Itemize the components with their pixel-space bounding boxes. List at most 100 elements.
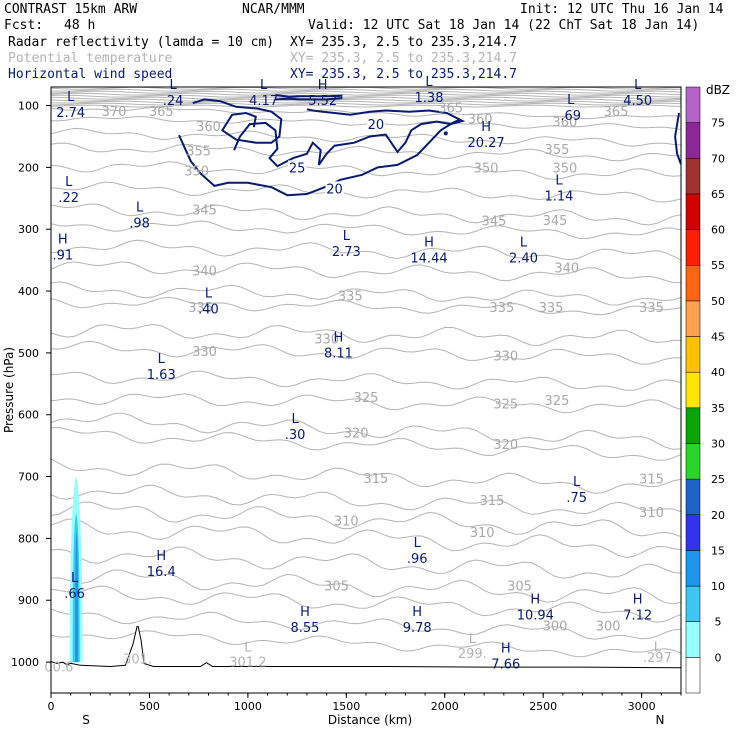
colorbar-label: 20 (711, 509, 725, 522)
theta-label: 345 (543, 214, 568, 229)
extremum-kind: H (633, 593, 643, 608)
colorbar-swatch (685, 657, 701, 694)
x-axis-label: Distance (km) (328, 713, 412, 727)
init-time: Init: 12 UTC Thu 16 Jan 14 (520, 2, 724, 17)
theta-label: 320 (344, 427, 369, 442)
y-tick-label: 1000 (11, 656, 39, 669)
extremum-value: 7.12 (623, 609, 652, 624)
colorbar-label: 5 (715, 616, 722, 629)
x-tick-label: 500 (139, 700, 160, 713)
theta-label: 335 (188, 301, 213, 316)
wind-label-bg (325, 181, 344, 196)
colorbar-swatch (685, 407, 701, 444)
extremum-value: 7.66 (491, 657, 520, 672)
theta-contour (51, 323, 681, 346)
y-tick-label: 200 (18, 161, 39, 174)
extremum-kind: L (555, 173, 563, 188)
theta-contour (51, 220, 681, 240)
field-wind-name: Horizontal wind speed (8, 67, 172, 82)
theta-contour (51, 116, 681, 130)
field-theta-name: Potential temperature (8, 51, 173, 66)
extremum-kind: L (158, 352, 166, 367)
extremum-kind: L (205, 286, 213, 301)
theta-label: 310 (470, 526, 495, 541)
wind-contours (178, 94, 681, 197)
wind-contour-25 (192, 98, 283, 144)
colorbar-swatch (685, 336, 701, 373)
colorbar-swatch (685, 443, 701, 480)
title-left: CONTRAST 15km ARW (4, 2, 137, 17)
theta-label: 330 (314, 333, 339, 348)
theta-contour (51, 426, 681, 461)
theta-label: 330 (192, 345, 217, 360)
extremum-kind: H (58, 233, 68, 248)
theta-label: 340 (554, 262, 579, 277)
theta-label: 310 (334, 514, 359, 529)
extremum-kind: L (520, 236, 528, 251)
colorbar-swatch (685, 122, 701, 159)
y-tick-label: 800 (18, 532, 39, 545)
surface-label: .297 (643, 651, 672, 666)
colorbar-swatch (685, 514, 701, 551)
colorbar-swatch (685, 193, 701, 230)
x-tick-label: 1000 (234, 700, 262, 713)
extremum-value: 2.73 (332, 245, 361, 260)
y-tick-label: 600 (18, 409, 39, 422)
extremum-kind: H (300, 605, 310, 620)
x-tick-label: 2500 (529, 700, 557, 713)
extremum-value: .98 (129, 216, 150, 231)
y-tick-label: 300 (18, 223, 39, 236)
theta-label: 365 (438, 101, 463, 116)
theta-labels: 370 365 365 365 360 360 360 355 355 350 350 350 345 3… (102, 101, 664, 634)
theta-contour (51, 296, 681, 316)
extremum-kind: H (481, 120, 491, 135)
colorbar-swatch (685, 621, 701, 658)
theta-label: 350 (552, 161, 577, 176)
theta-contour (51, 585, 681, 623)
theta-contour (51, 181, 681, 203)
extremum-value: 1.14 (544, 189, 573, 204)
y-tick-label: 700 (18, 471, 39, 484)
field-reflectivity-name: Radar reflectivity (lamda = 10 cm) (8, 35, 274, 50)
extremum-value: 1.63 (147, 368, 176, 383)
theta-contour (51, 92, 681, 96)
y-tick-label: 100 (18, 100, 39, 113)
colorbar-label: 25 (711, 473, 725, 486)
extremum-value: 20.27 (467, 136, 504, 151)
colorbar-swatch (685, 86, 701, 123)
theta-contour (51, 104, 681, 108)
extremum-value: .91 (52, 249, 73, 264)
theta-contour (51, 608, 681, 640)
extremum-kind: L (169, 78, 177, 93)
terrain-line (51, 625, 681, 693)
extremum-value: 9.78 (403, 621, 432, 636)
colorbar-label: 10 (711, 580, 725, 593)
theta-label: 335 (539, 301, 564, 316)
theta-label: 355 (545, 143, 570, 158)
theta-contour (51, 281, 681, 306)
theta-contour (51, 412, 681, 450)
theta-label: 325 (545, 394, 570, 409)
colorbar-swatch (685, 478, 701, 516)
colorbar-label: 70 (711, 152, 725, 165)
reflectivity-15dbz (75, 532, 79, 663)
x-axis: 0 500 1000 1500 2000 2500 3000 (48, 693, 682, 713)
theta-label: 350 (184, 164, 209, 179)
colorbar-units: dBZ (706, 83, 730, 97)
surface-label: L (654, 641, 662, 656)
colorbar-label: 60 (711, 224, 725, 237)
extremum-value: 4.17 (249, 94, 278, 109)
extremum-kind: L (136, 200, 144, 215)
theta-label: 300 (543, 620, 568, 635)
field-wind-xy: XY= 235.3, 2.5 to 235.3,214.7 (290, 67, 517, 82)
extremum-kind: L (65, 175, 73, 190)
x-tick-label: 2000 (431, 700, 459, 713)
extremum-kind: L (634, 78, 642, 93)
extremum-kind: L (260, 78, 268, 93)
theta-contour (51, 501, 681, 538)
colorbar-swatch (685, 264, 701, 302)
reflectivity-shading (69, 476, 83, 663)
theta-label: 355 (186, 145, 211, 160)
colorbar-label: 65 (711, 188, 725, 201)
